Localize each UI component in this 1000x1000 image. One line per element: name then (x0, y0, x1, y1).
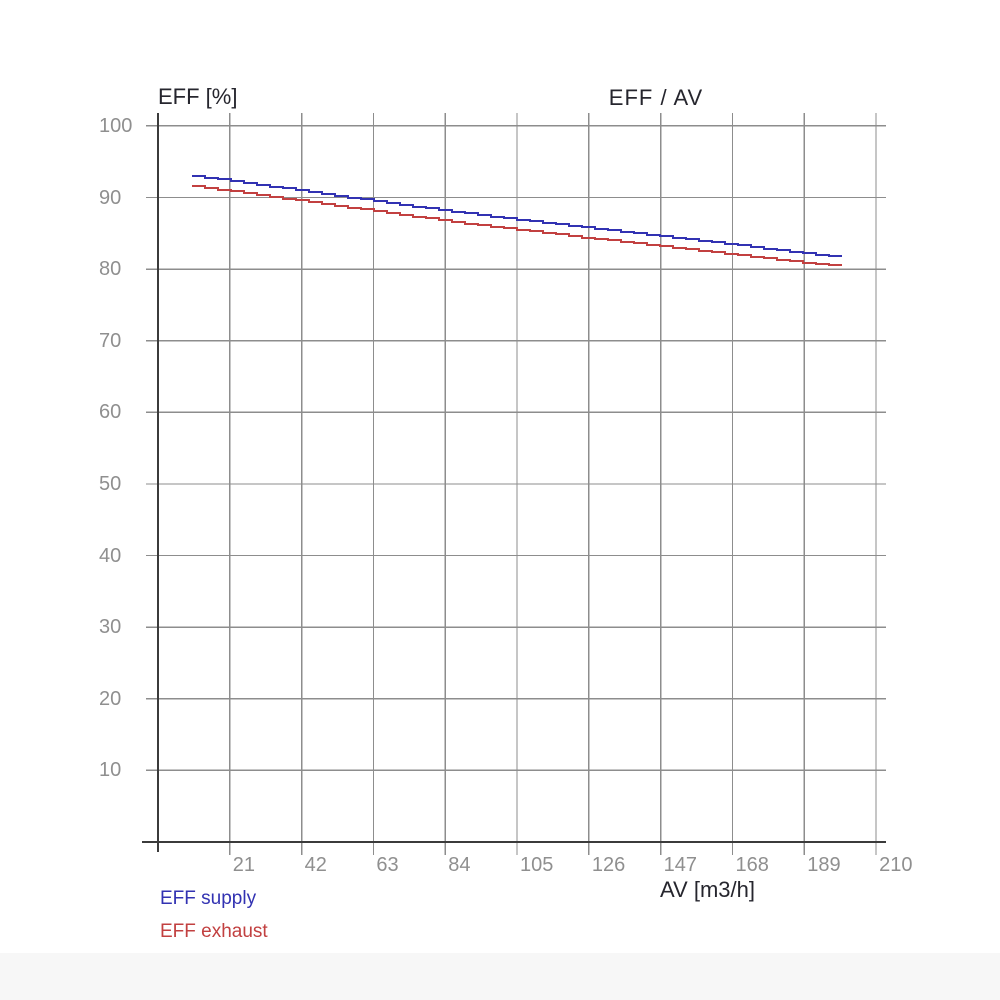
series-line-eff-supply (192, 175, 842, 257)
y-tick-label: 80 (99, 258, 122, 281)
legend-item-eff-exhaust: EFF exhaust (160, 921, 268, 942)
y-tick-label: 90 (99, 186, 122, 209)
x-tick-label: 21 (232, 854, 256, 876)
y-tick-label: 50 (99, 472, 122, 495)
series-line-eff-exhaust (192, 185, 842, 266)
y-tick-label: 100 (99, 114, 133, 137)
x-tick-label: 189 (807, 854, 841, 876)
x-tick-label: 147 (663, 854, 698, 876)
x-tick-label: 210 (879, 854, 913, 876)
x-tick-label: 126 (591, 854, 626, 876)
x-tick-label: 42 (304, 854, 327, 876)
series-lines (192, 175, 842, 266)
y-tick-label: 20 (99, 687, 122, 710)
y-tick-label: 10 (99, 759, 122, 782)
x-tick-label: 84 (448, 854, 471, 876)
x-tick-label: 105 (520, 854, 554, 876)
grid-lines (146, 113, 886, 855)
y-tick-label: 60 (99, 401, 122, 424)
x-tick-label: 168 (735, 854, 769, 876)
y-tick-label: 30 (99, 616, 122, 639)
axes (142, 113, 886, 852)
y-tick-label: 70 (99, 329, 122, 352)
chart-legend: EFF supply EFF exhaust (160, 887, 268, 953)
x-tick-label: 63 (376, 854, 399, 876)
page-footer-strip (0, 953, 1000, 1000)
x-axis-label: AV [m3/h] (660, 877, 755, 902)
y-axis-label: EFF [%] (158, 84, 238, 109)
chart-title: EFF / AV (608, 85, 704, 110)
legend-item-eff-supply: EFF supply (160, 888, 257, 909)
y-tick-label: 40 (99, 544, 122, 567)
